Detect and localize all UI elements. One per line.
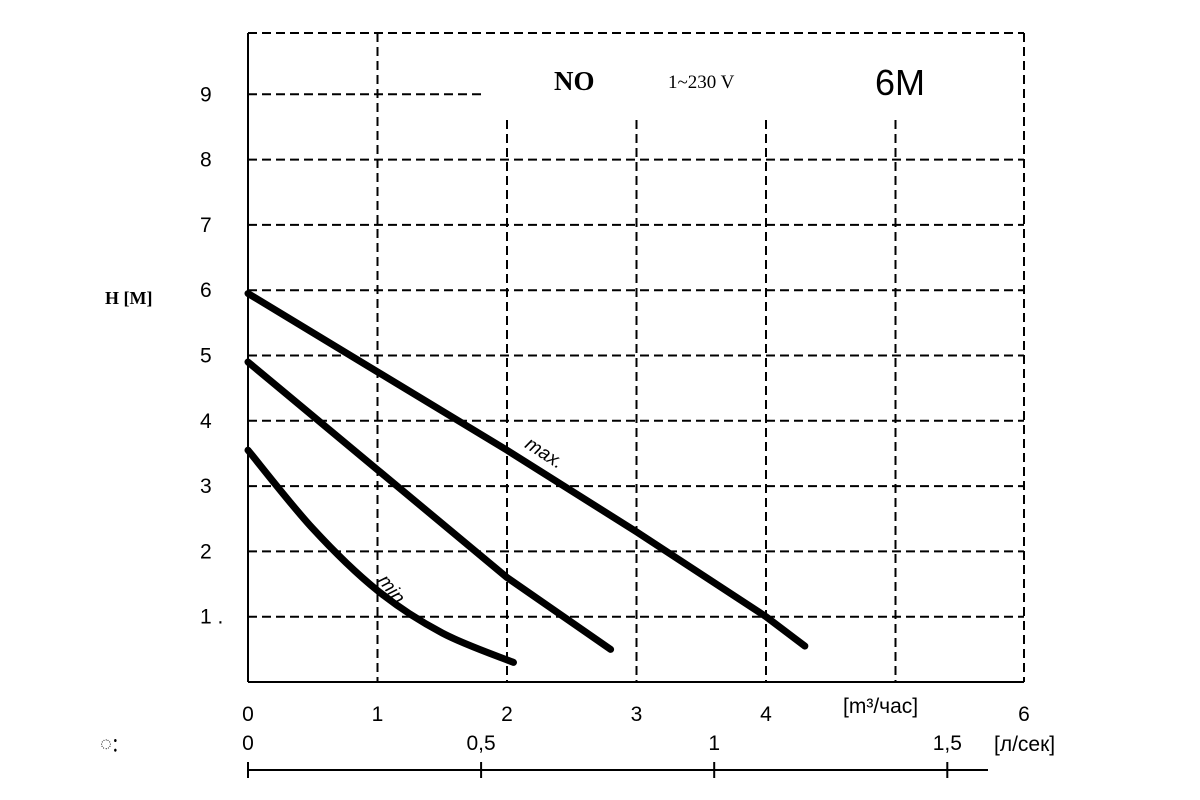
x2-tick-label: 1,5: [933, 732, 962, 755]
y-tick-label: 5: [200, 345, 212, 368]
x-tick-label: 1: [372, 703, 384, 726]
x-tick-label: 0: [242, 703, 254, 726]
x-tick-label: 2: [501, 703, 513, 726]
y-tick-label: 3: [200, 475, 212, 498]
x2-tick-label: 0: [242, 732, 254, 755]
y-tick-label: 1 .: [200, 606, 223, 629]
y-tick-label: 8: [200, 149, 212, 172]
x2-tick-label: 1: [708, 732, 720, 755]
y-tick-label: 9: [200, 83, 212, 106]
x-tick-label: 6: [1018, 703, 1030, 726]
x-axis-label: [m³/час]: [843, 695, 918, 718]
curve-min: [244, 446, 517, 666]
y-axis-label: H [M]: [105, 288, 152, 308]
x2-axis-label: [л/сек]: [994, 733, 1055, 756]
curves: [244, 289, 809, 666]
y-tick-label: 4: [200, 410, 212, 433]
x-tick-label: 3: [631, 703, 643, 726]
grid: [247, 32, 1025, 683]
curve-max: [244, 289, 809, 650]
left-margin-glyph: ៈ: [100, 734, 119, 757]
series-code-label: NO: [554, 66, 595, 96]
x-tick-label: 4: [760, 703, 772, 726]
y-tick-label: 7: [200, 214, 212, 237]
power-label: 1~230 V: [668, 72, 735, 93]
y-tick-label: 2: [200, 540, 212, 563]
x2-tick-label: 0,5: [466, 732, 495, 755]
curve-mid: [244, 358, 615, 653]
y-tick-label: 6: [200, 279, 212, 302]
model-label: 6M: [875, 62, 925, 103]
